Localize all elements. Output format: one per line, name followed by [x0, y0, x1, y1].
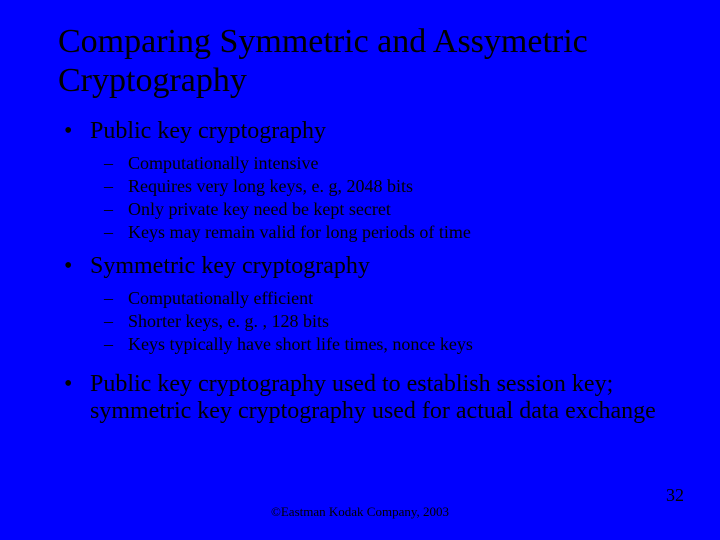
- bullet-marker: •: [64, 371, 90, 425]
- bullet-marker: •: [64, 253, 90, 280]
- heading-text: Public key cryptography used to establis…: [90, 371, 672, 425]
- item-text: Shorter keys, e. g. , 128 bits: [128, 311, 672, 332]
- section-heading: • Public key cryptography used to establ…: [64, 371, 672, 425]
- section-heading: • Symmetric key cryptography: [64, 253, 672, 280]
- list-item: – Computationally efficient: [104, 288, 672, 309]
- item-text: Requires very long keys, e. g, 2048 bits: [128, 176, 672, 197]
- item-text: Keys typically have short life times, no…: [128, 334, 672, 355]
- slide-title: Comparing Symmetric and Assymetric Crypt…: [58, 22, 672, 100]
- list-item: – Shorter keys, e. g. , 128 bits: [104, 311, 672, 332]
- item-text: Computationally intensive: [128, 153, 672, 174]
- list-item: – Keys typically have short life times, …: [104, 334, 672, 355]
- dash-marker: –: [104, 176, 128, 197]
- list-item: – Requires very long keys, e. g, 2048 bi…: [104, 176, 672, 197]
- page-number: 32: [666, 485, 684, 506]
- list-item: – Computationally intensive: [104, 153, 672, 174]
- heading-text: Public key cryptography: [90, 118, 672, 145]
- section-heading: • Public key cryptography: [64, 118, 672, 145]
- item-text: Only private key need be kept secret: [128, 199, 672, 220]
- dash-marker: –: [104, 199, 128, 220]
- dash-marker: –: [104, 334, 128, 355]
- footer-copyright: ©Eastman Kodak Company, 2003: [0, 504, 720, 520]
- dash-marker: –: [104, 288, 128, 309]
- list-item: – Only private key need be kept secret: [104, 199, 672, 220]
- item-text: Keys may remain valid for long periods o…: [128, 222, 672, 243]
- bullet-marker: •: [64, 118, 90, 145]
- dash-marker: –: [104, 153, 128, 174]
- dash-marker: –: [104, 222, 128, 243]
- dash-marker: –: [104, 311, 128, 332]
- slide-container: Comparing Symmetric and Assymetric Crypt…: [0, 0, 720, 425]
- heading-text: Symmetric key cryptography: [90, 253, 672, 280]
- item-text: Computationally efficient: [128, 288, 672, 309]
- list-item: – Keys may remain valid for long periods…: [104, 222, 672, 243]
